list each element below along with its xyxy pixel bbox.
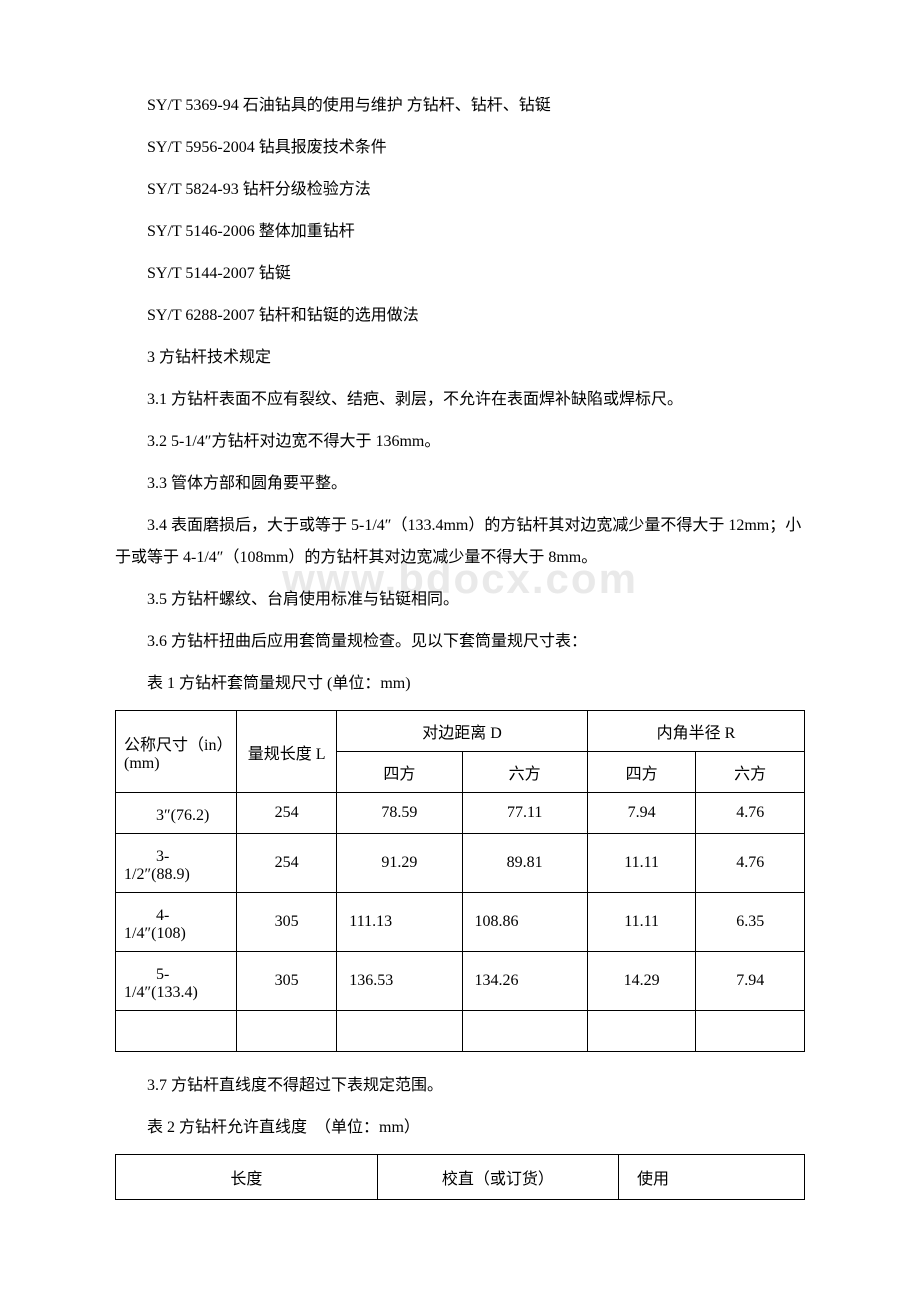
t1-r3c0: 5-1/4″(133.4): [116, 952, 237, 1011]
para-3-6: 3.6 方钻杆扭曲后应用套筒量规检查。见以下套筒量规尺寸表：: [115, 626, 805, 658]
t1-r2c5: 6.35: [696, 893, 805, 952]
table-row-empty: [116, 1011, 805, 1052]
t1-r3c1: 305: [237, 952, 337, 1011]
t1-h-size: 公称尺寸（in）(mm): [116, 711, 237, 793]
table-2: 长度 校直（或订货） 使用: [115, 1154, 805, 1200]
t1-r3c3: 134.26: [462, 952, 587, 1011]
t1-h-distance: 对边距离 D: [337, 711, 588, 752]
t1-h-sq2: 四方: [587, 752, 696, 793]
t2-h2: 使用: [618, 1155, 804, 1200]
t1-r0c2: 78.59: [337, 793, 462, 834]
para-3-3: 3.3 管体方部和圆角要平整。: [115, 468, 805, 500]
t1-r3c5: 7.94: [696, 952, 805, 1011]
t1-r0c0: 3″(76.2): [116, 793, 237, 834]
table-row: 长度 校直（或订货） 使用: [116, 1155, 805, 1200]
t1-h-hx2: 六方: [696, 752, 805, 793]
para-3-4: 3.4 表面磨损后，大于或等于 5-1/4″（133.4mm）的方钻杆其对边宽减…: [115, 510, 805, 574]
table-row: 3″(76.2) 254 78.59 77.11 7.94 4.76: [116, 793, 805, 834]
para-ref2: SY/T 5956-2004 钻具报废技术条件: [115, 132, 805, 164]
t1-r3c4: 14.29: [587, 952, 696, 1011]
t1-r0c1: 254: [237, 793, 337, 834]
table2-caption: 表 2 方钻杆允许直线度 （单位：mm）: [115, 1112, 805, 1144]
t1-h-hx1: 六方: [462, 752, 587, 793]
t1-r2c1: 305: [237, 893, 337, 952]
t1-h-length: 量规长度 L: [237, 711, 337, 793]
para-3-5: 3.5 方钻杆螺纹、台肩使用标准与钻铤相同。: [115, 584, 805, 616]
table-row: 4-1/4″(108) 305 111.13 108.86 11.11 6.35: [116, 893, 805, 952]
para-3-1: 3.1 方钻杆表面不应有裂纹、结疤、剥层，不允许在表面焊补缺陷或焊标尺。: [115, 384, 805, 416]
para-ref5: SY/T 5144-2007 钻铤: [115, 258, 805, 290]
para-3-7: 3.7 方钻杆直线度不得超过下表规定范围。: [115, 1070, 805, 1102]
section-3-title: 3 方钻杆技术规定: [115, 342, 805, 374]
t1-r0c5: 4.76: [696, 793, 805, 834]
t1-r1c5: 4.76: [696, 834, 805, 893]
t1-r2c2: 111.13: [337, 893, 462, 952]
table1-caption: 表 1 方钻杆套筒量规尺寸 (单位：mm): [115, 668, 805, 700]
t1-r0c3: 77.11: [462, 793, 587, 834]
t1-r2c4: 11.11: [587, 893, 696, 952]
t1-r1c3: 89.81: [462, 834, 587, 893]
t1-r1c0: 3-1/2″(88.9): [116, 834, 237, 893]
para-ref6: SY/T 6288-2007 钻杆和钻铤的选用做法: [115, 300, 805, 332]
para-3-2: 3.2 5-1/4″方钻杆对边宽不得大于 136mm。: [115, 426, 805, 458]
t1-r1c4: 11.11: [587, 834, 696, 893]
t1-r2c3: 108.86: [462, 893, 587, 952]
t1-r0c4: 7.94: [587, 793, 696, 834]
para-ref4: SY/T 5146-2006 整体加重钻杆: [115, 216, 805, 248]
document-content: SY/T 5369-94 石油钻具的使用与维护 方钻杆、钻杆、钻铤 SY/T 5…: [115, 90, 805, 1200]
table-row: 5-1/4″(133.4) 305 136.53 134.26 14.29 7.…: [116, 952, 805, 1011]
t1-h-radius: 内角半径 R: [587, 711, 804, 752]
t1-r1c2: 91.29: [337, 834, 462, 893]
t1-r2c0: 4-1/4″(108): [116, 893, 237, 952]
table-1: 公称尺寸（in）(mm) 量规长度 L 对边距离 D 内角半径 R 四方 六方 …: [115, 710, 805, 1052]
t1-r1c1: 254: [237, 834, 337, 893]
t1-h-sq1: 四方: [337, 752, 462, 793]
para-ref3: SY/T 5824-93 钻杆分级检验方法: [115, 174, 805, 206]
para-ref1: SY/T 5369-94 石油钻具的使用与维护 方钻杆、钻杆、钻铤: [115, 90, 805, 122]
t1-r3c2: 136.53: [337, 952, 462, 1011]
t2-h1: 校直（或订货）: [377, 1155, 618, 1200]
t2-h0: 长度: [116, 1155, 378, 1200]
table-row: 3-1/2″(88.9) 254 91.29 89.81 11.11 4.76: [116, 834, 805, 893]
